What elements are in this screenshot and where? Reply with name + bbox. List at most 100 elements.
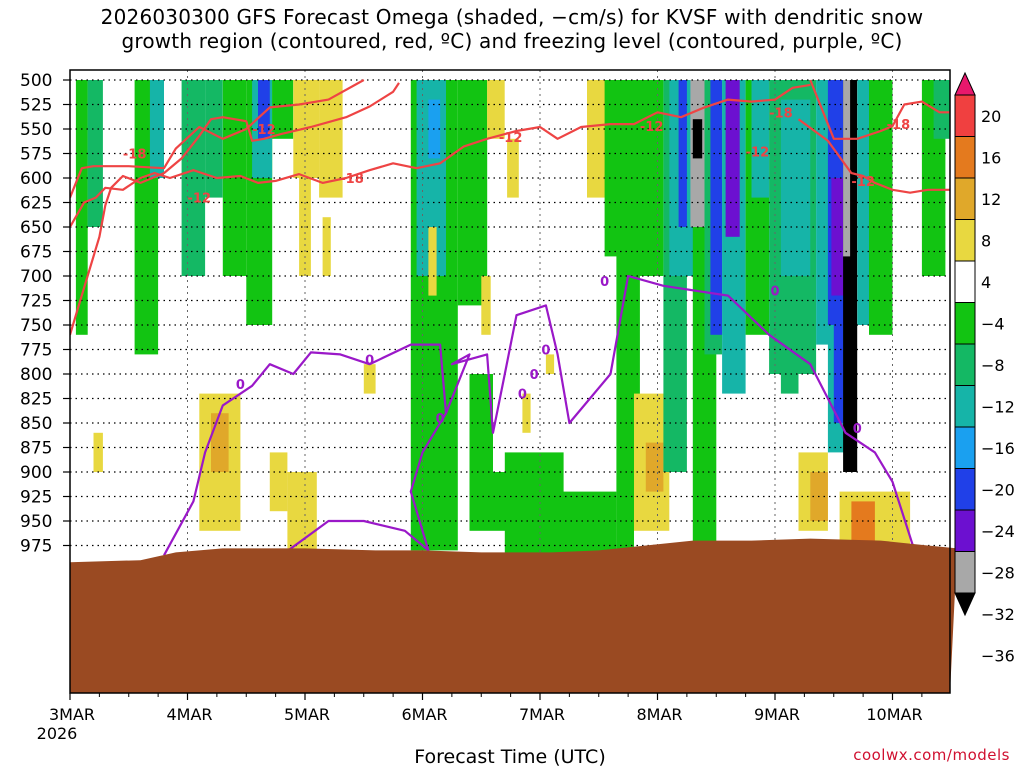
- x-axis-label: Forecast Time (UTC): [414, 746, 605, 768]
- x-tick-label: 8MAR: [636, 705, 682, 724]
- y-tick-label: 550: [20, 120, 52, 140]
- freezing-label: 0: [436, 412, 445, 427]
- omega-cell-64: [269, 452, 288, 512]
- dendritic-label: -12: [252, 123, 276, 138]
- omega-cell-40: [725, 80, 740, 237]
- omega-cell-13: [319, 80, 343, 198]
- chart-title-line-2: growth region (contoured, red, ºC) and f…: [121, 29, 903, 53]
- omega-cell-19: [487, 80, 505, 139]
- y-tick-label: 525: [20, 96, 52, 116]
- omega-cell-72: [493, 472, 517, 531]
- colorbar-swatch: [954, 136, 976, 179]
- dendritic-label: -18: [340, 172, 364, 187]
- dendritic-contour-right-upper: [809, 79, 950, 140]
- colorbar-swatch: [954, 219, 976, 262]
- y-tick-label: 675: [20, 243, 52, 263]
- y-tick-label: 625: [20, 194, 52, 214]
- omega-cell-69: [481, 276, 491, 335]
- colorbar-label: 20: [981, 107, 1001, 126]
- omega-cell-42: [751, 80, 770, 198]
- colorbar-label: −32: [981, 605, 1015, 624]
- colorbar-swatch: [954, 509, 976, 552]
- x-tick-label: 4MAR: [166, 705, 212, 724]
- colorbar-swatch: [954, 551, 976, 594]
- y-tick-label: 925: [20, 488, 52, 508]
- colorbar-label: −36: [981, 647, 1015, 666]
- dendritic-label: -12: [188, 192, 212, 207]
- chart-title-line-1: 2026030300 GFS Forecast Omega (shaded, −…: [100, 5, 924, 29]
- colorbar-swatch: [954, 94, 976, 137]
- omega-cell-45: [780, 354, 799, 394]
- omega-cell-56: [869, 80, 893, 335]
- colorbar-label: 12: [981, 190, 1001, 209]
- omega-cell-63: [211, 413, 229, 472]
- credit-link[interactable]: coolwx.com/models: [853, 746, 1010, 764]
- colorbar-swatch: [954, 177, 976, 220]
- omega-cell-67: [428, 227, 437, 296]
- x-tick-label: 3MAR: [49, 705, 95, 724]
- omega-cell-66: [322, 217, 331, 276]
- omega-cell-70: [522, 393, 531, 433]
- omega-cell-3: [149, 80, 164, 178]
- dendritic-label: -12: [746, 146, 770, 161]
- colorbar-label: −20: [981, 481, 1015, 500]
- omega-cell-17: [457, 80, 488, 306]
- y-tick-label: 950: [20, 512, 52, 532]
- dendritic-contour-minus18-left: [70, 82, 400, 336]
- omega-cell-60: [933, 80, 950, 139]
- dendritic-label: -18: [769, 106, 793, 121]
- colorbar-top-arrow: [954, 71, 976, 96]
- colorbar-swatch: [954, 343, 976, 386]
- omega-cell-36: [692, 119, 703, 159]
- colorbar-swatch: [954, 468, 976, 511]
- freezing-label: 0: [518, 388, 527, 403]
- x-axis: 3MAR 4MAR 5MAR 6MAR 7MAR 8MAR 9MAR 10MAR: [49, 693, 923, 724]
- dendritic-label: -12: [499, 131, 523, 146]
- omega-shading: [75, 80, 950, 561]
- y-tick-label: 650: [20, 218, 52, 238]
- omega-cell-6: [222, 80, 247, 276]
- y-tick-label: 875: [20, 439, 52, 459]
- freezing-label: 0: [530, 368, 539, 383]
- omega-cell-61: [93, 432, 103, 472]
- freezing-contour-b: [444, 274, 918, 556]
- y-tick-label: 700: [20, 267, 52, 287]
- colorbar-swatch: [954, 426, 976, 469]
- dendritic-contours: -18 -12 -12 -18 -12 -12 -12 -18 -18 -12: [70, 79, 950, 336]
- y-tick-label: 975: [20, 537, 52, 557]
- omega-cell-26: [628, 178, 640, 423]
- omega-cell-22: [563, 491, 617, 561]
- x-tick-label: 10MAR: [866, 705, 922, 724]
- dendritic-label: -18: [887, 118, 911, 133]
- freezing-label: 0: [770, 285, 779, 300]
- x-tick-label: 9MAR: [754, 705, 800, 724]
- y-tick-label: 800: [20, 365, 52, 385]
- freezing-label: 0: [236, 378, 245, 393]
- omega-cell-1: [87, 80, 103, 227]
- omega-cell-5: [205, 80, 223, 198]
- omega-cell-4: [181, 80, 206, 276]
- colorbar-label: 16: [981, 149, 1001, 168]
- omega-cell-9: [258, 80, 270, 139]
- dendritic-label: -12: [851, 175, 875, 190]
- dendritic-contour-minus12-mid: [70, 83, 811, 228]
- y-tick-label: 575: [20, 145, 52, 165]
- colorbar-label: 4: [981, 273, 991, 292]
- colorbar-swatch: [954, 260, 976, 303]
- colorbar-label: −4: [981, 315, 1005, 334]
- x-axis-year: 2026: [37, 724, 78, 743]
- colorbar-bottom-arrow: [954, 592, 976, 617]
- colorbar-swatch: [954, 385, 976, 428]
- y-tick-label: 900: [20, 463, 52, 483]
- omega-cell-38: [710, 80, 723, 335]
- y-tick-label: 775: [20, 341, 52, 361]
- dendritic-contour-right-lower: [797, 118, 950, 194]
- colorbar-label: −12: [981, 398, 1015, 417]
- omega-cell-71: [545, 354, 555, 374]
- y-tick-label: 500: [20, 71, 52, 91]
- plot-frame: [69, 69, 951, 694]
- colorbar-label: −28: [981, 564, 1015, 583]
- omega-cell-10: [272, 80, 294, 139]
